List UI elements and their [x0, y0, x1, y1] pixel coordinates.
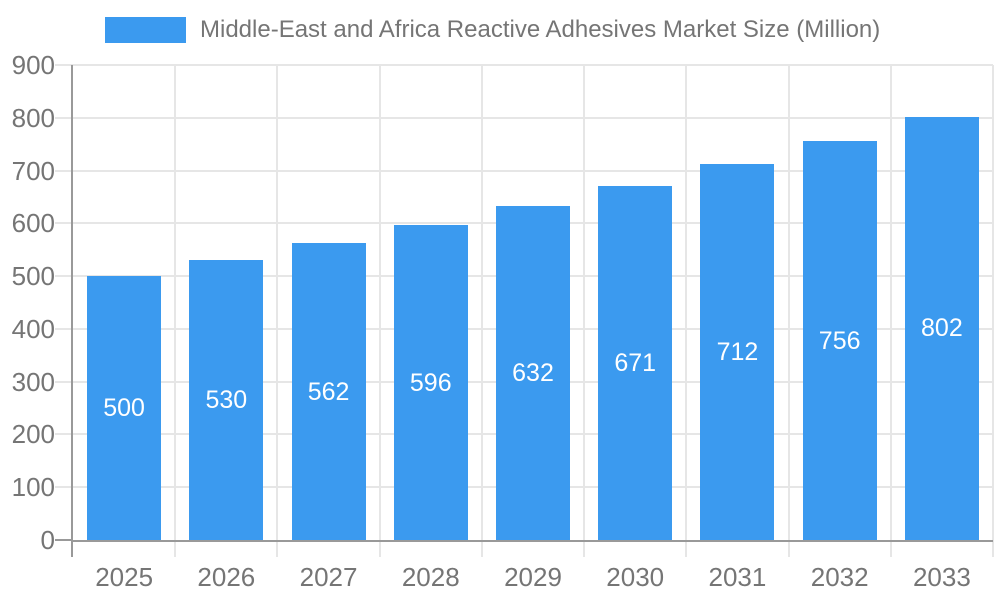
v-gridline — [480, 65, 483, 540]
x-axis-label: 2026 — [197, 562, 256, 592]
bar-2032[interactable] — [802, 141, 877, 540]
y-axis-label: 100 — [11, 472, 55, 503]
bar-2025[interactable] — [87, 276, 162, 540]
v-gridline — [378, 65, 381, 540]
v-gridline — [787, 65, 790, 540]
v-gridline — [276, 65, 279, 540]
x-axis-label: 2027 — [299, 562, 358, 592]
x-axis-label: 2029 — [504, 562, 562, 592]
x-tick — [480, 540, 483, 557]
y-tick — [55, 169, 73, 172]
bar-2027[interactable] — [291, 243, 366, 540]
y-axis-label: 600 — [11, 208, 55, 239]
x-tick — [992, 540, 994, 557]
x-axis-label: 2033 — [912, 562, 971, 592]
bar-2033[interactable] — [904, 116, 979, 540]
bar-2029[interactable] — [496, 206, 570, 540]
y-axis-label: 900 — [11, 50, 55, 80]
bar-2028[interactable] — [393, 225, 468, 540]
y-tick — [55, 222, 73, 225]
y-axis-label: 0 — [40, 525, 55, 555]
y-tick — [55, 486, 73, 489]
y-axis-label: 400 — [11, 313, 55, 344]
x-tick — [787, 540, 790, 557]
plot-area: 0 100 200 300 400 500 600 700 800 900 500 2025 530 20… — [12, 52, 994, 592]
bar-2026[interactable] — [189, 260, 264, 540]
legend: Middle-East and Africa Reactive Adhesive… — [105, 16, 881, 43]
h-gridline — [73, 64, 993, 66]
x-tick — [276, 540, 279, 557]
y-axis-label: 800 — [11, 102, 55, 133]
x-axis-label: 2031 — [708, 562, 767, 592]
y-axis-line — [71, 65, 73, 557]
y-tick — [55, 116, 73, 119]
y-tick — [55, 433, 73, 436]
bar-2031[interactable] — [700, 164, 775, 540]
y-tick — [55, 327, 73, 330]
y-axis-label: 300 — [11, 366, 55, 397]
v-gridline — [889, 65, 892, 540]
legend-label: Middle-East and Africa Reactive Adhesive… — [200, 16, 881, 43]
x-axis-label: 2030 — [606, 562, 665, 592]
y-axis-label: 700 — [11, 155, 55, 186]
v-gridline — [992, 65, 994, 540]
x-axis-label: 2028 — [401, 562, 460, 592]
y-tick — [55, 380, 73, 383]
x-axis-label: 2032 — [810, 562, 869, 592]
y-tick — [55, 64, 73, 66]
x-axis-line — [71, 540, 993, 542]
v-gridline — [685, 65, 688, 540]
x-tick — [174, 540, 177, 557]
h-gridline — [73, 169, 993, 172]
y-tick — [55, 539, 73, 541]
v-gridline — [174, 65, 177, 540]
y-tick — [55, 275, 73, 278]
x-tick — [685, 540, 688, 557]
h-gridline — [73, 116, 993, 119]
legend-swatch — [105, 17, 186, 43]
y-axis-label: 500 — [11, 261, 55, 292]
v-gridline — [583, 65, 586, 540]
y-axis-label: 200 — [11, 419, 55, 450]
x-tick — [583, 540, 586, 557]
bar-2030[interactable] — [598, 185, 673, 540]
x-axis-label: 2025 — [95, 562, 154, 592]
x-tick — [889, 540, 892, 557]
x-tick — [378, 540, 381, 557]
